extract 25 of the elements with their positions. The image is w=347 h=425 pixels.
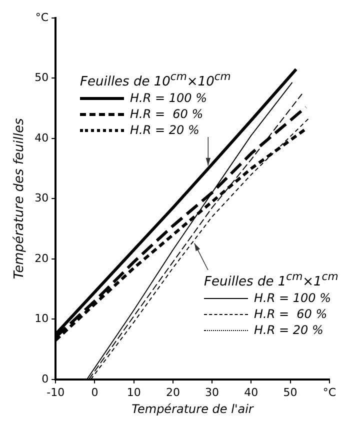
x-tick-label: 20 xyxy=(166,386,180,399)
legend-label: H.R = 100 % xyxy=(130,91,207,106)
y-tick-label: 40 xyxy=(34,131,49,144)
x-tick-label: 30 xyxy=(205,386,220,399)
legend-label: H.R = 100 % xyxy=(254,291,331,306)
y-tick-label: 0 xyxy=(42,372,49,386)
x-tick-label: 10 xyxy=(126,386,141,399)
annotation: Feuilles de 10$^{cm}$×10$^{cm}$ xyxy=(80,70,231,90)
legend-label: H.R = 20 % xyxy=(130,123,200,138)
y-tick-label: 50 xyxy=(34,71,49,84)
x-tick-label: °C xyxy=(322,386,336,399)
y-axis-title: Température des feuilles xyxy=(12,118,28,280)
x-tick-label: 50 xyxy=(283,386,298,399)
annotation: Feuilles de 1$^{cm}$×1$^{cm}$ xyxy=(204,270,338,290)
y-tick-label: 10 xyxy=(34,312,49,326)
y-tick-label: °C xyxy=(35,10,49,24)
y-tick-label: 20 xyxy=(34,252,49,265)
x-tick-label: 0 xyxy=(91,386,98,399)
legend-label: H.R = 60 % xyxy=(130,107,204,122)
y-tick-label: 30 xyxy=(34,192,49,205)
legend-label: H.R = 20 % xyxy=(254,323,324,338)
legend-label: H.R = 60 % xyxy=(254,307,328,322)
x-axis-title: Température de l'air xyxy=(132,402,254,416)
x-tick-label: -10 xyxy=(46,386,65,399)
x-tick-label: 40 xyxy=(244,386,258,399)
